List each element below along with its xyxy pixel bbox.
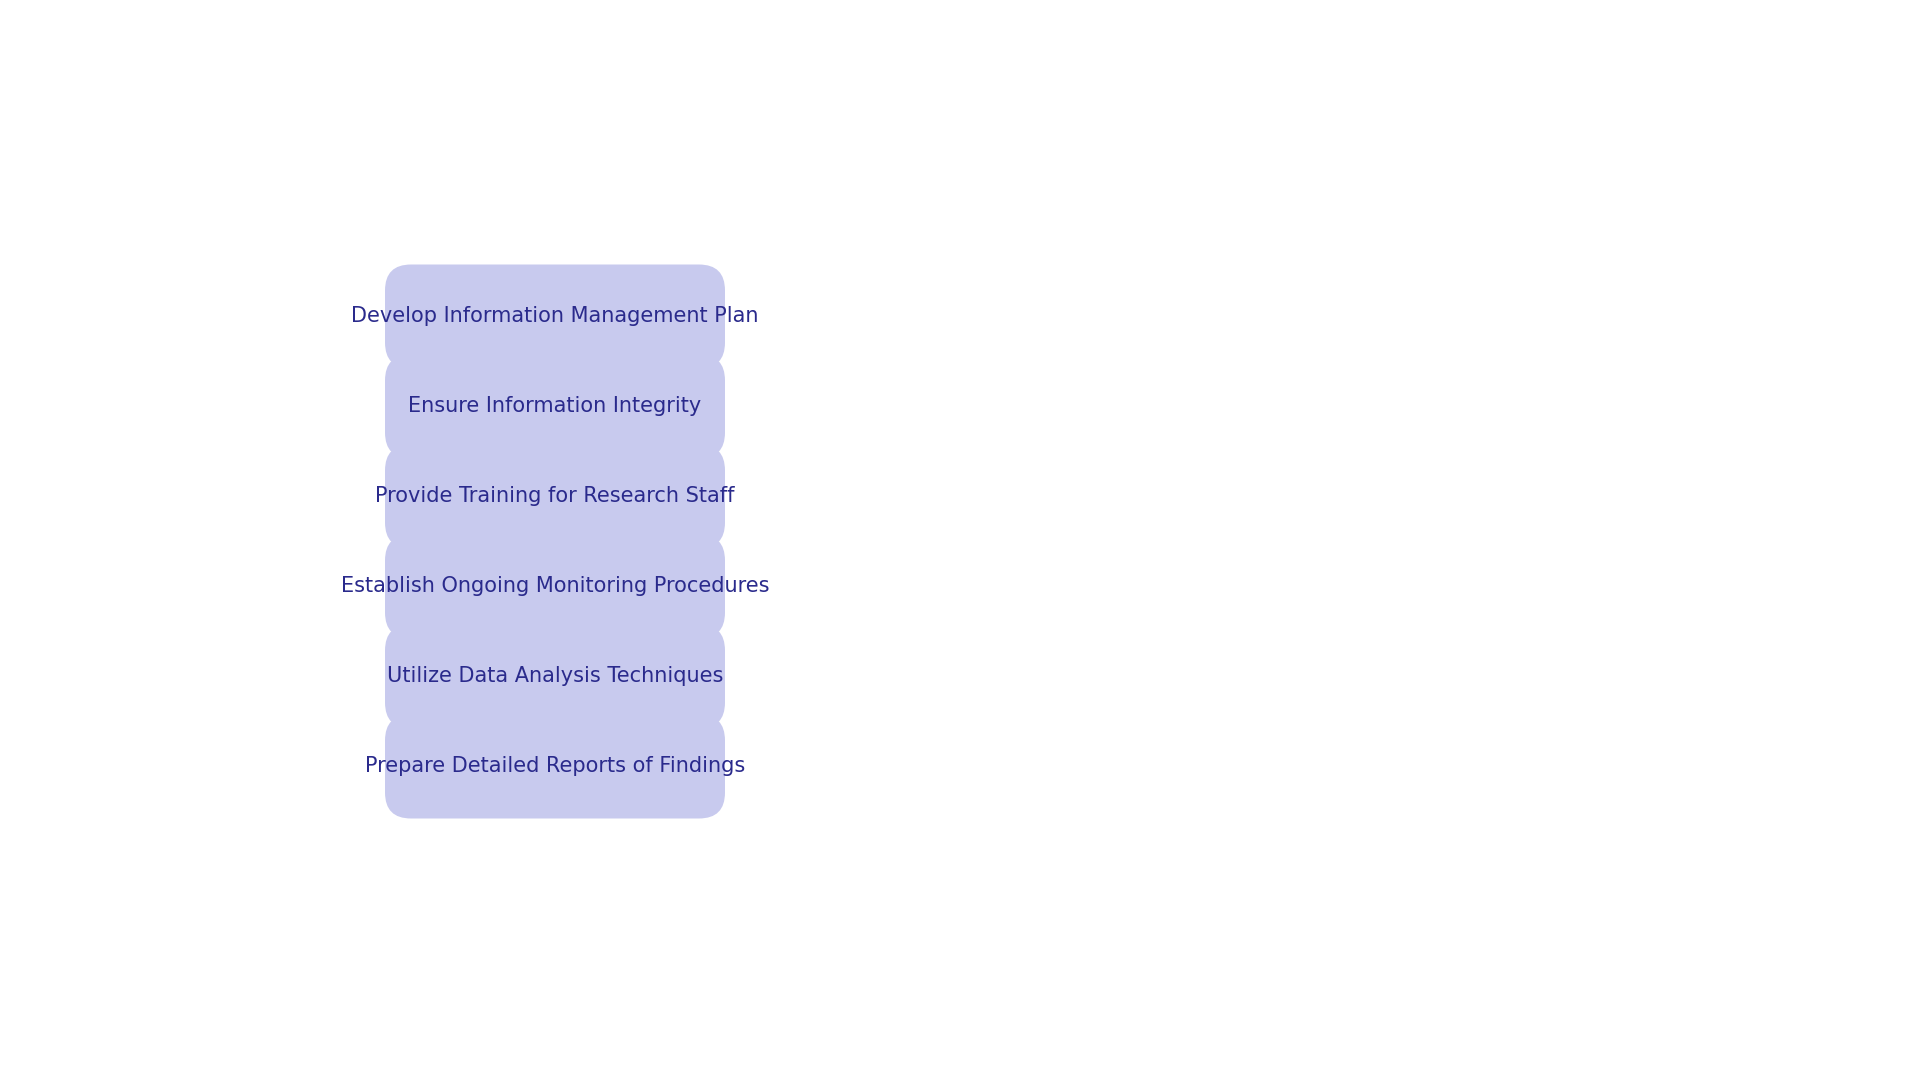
Text: Provide Training for Research Staff: Provide Training for Research Staff — [374, 486, 735, 507]
FancyBboxPatch shape — [386, 264, 726, 368]
FancyBboxPatch shape — [386, 354, 726, 458]
FancyBboxPatch shape — [386, 444, 726, 548]
Text: Develop Information Management Plan: Develop Information Management Plan — [351, 306, 758, 326]
Text: Prepare Detailed Reports of Findings: Prepare Detailed Reports of Findings — [365, 757, 745, 777]
FancyBboxPatch shape — [386, 715, 726, 819]
Text: Establish Ongoing Monitoring Procedures: Establish Ongoing Monitoring Procedures — [340, 576, 770, 597]
Text: Ensure Information Integrity: Ensure Information Integrity — [409, 396, 701, 417]
FancyBboxPatch shape — [386, 535, 726, 639]
Text: Utilize Data Analysis Techniques: Utilize Data Analysis Techniques — [386, 666, 724, 687]
FancyBboxPatch shape — [386, 625, 726, 729]
